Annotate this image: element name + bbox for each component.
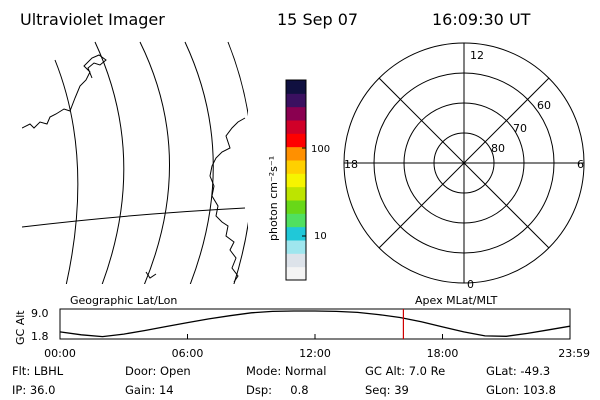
- colorbar-segment: [286, 160, 306, 174]
- colorbar-segment: [286, 186, 306, 201]
- mlt-label-18: 18: [344, 158, 358, 171]
- mlat-label-80: 80: [491, 142, 505, 155]
- polar-panel-caption: Apex MLat/MLT: [415, 294, 498, 307]
- geographic-map: [22, 41, 248, 284]
- header-date: 15 Sep 07: [277, 10, 358, 29]
- timeline-ticks: [59, 334, 571, 339]
- status-ip: IP: 36.0: [12, 383, 55, 397]
- coastline-west: [22, 54, 107, 129]
- colorbar-tick-10: 10: [314, 231, 327, 242]
- map-panel-caption: Geographic Lat/Lon: [70, 294, 177, 307]
- lat-arc-4: [184, 41, 214, 284]
- coastline-mark: [145, 271, 157, 279]
- mlt-label-6: 6: [577, 158, 584, 171]
- colorbar-label: photon cm⁻²s⁻¹: [267, 156, 280, 241]
- timeline-xtick-label: 23:59: [558, 347, 590, 360]
- timeline-xtick-label: 06:00: [172, 347, 204, 360]
- colorbar-segment: [286, 133, 306, 148]
- colorbar-segment: [286, 106, 306, 121]
- colorbar-segment: [286, 266, 306, 281]
- mlat-label-70: 70: [513, 122, 527, 135]
- colorbar-segment: [286, 80, 306, 94]
- status-glon: GLon: 103.8: [486, 383, 556, 397]
- lon-line: [22, 207, 246, 228]
- header-time: 16:09:30 UT: [432, 10, 531, 29]
- colorbar-segment: [286, 253, 306, 268]
- mlt-label-12: 12: [470, 49, 484, 62]
- lat-arc-2: [94, 41, 125, 284]
- timeline-ytick-top: 9.0: [31, 307, 49, 320]
- status-dsp: Dsp: 0.8: [246, 383, 309, 397]
- colorbar-segment: [286, 93, 306, 108]
- colorbar-segment: [286, 173, 306, 188]
- colorbar-segment: [286, 213, 306, 228]
- status-mode: Mode: Normal: [246, 364, 326, 378]
- colorbar-segment: [286, 240, 306, 254]
- status-gc-alt: GC Alt: 7.0 Re: [365, 364, 445, 378]
- colorbar-segment: [286, 120, 306, 134]
- timeline-xtick-label: 00:00: [44, 347, 76, 360]
- colorbar-tick-100: 100: [311, 144, 330, 155]
- polar-plot: [343, 42, 585, 284]
- colorbar-frame: [285, 79, 307, 281]
- colorbar-segment: [286, 146, 306, 161]
- timeline-ylabel: GC Alt: [14, 310, 27, 345]
- colorbar: [285, 79, 307, 281]
- lat-arc-1: [54, 59, 79, 284]
- lat-arc-3: [139, 41, 170, 284]
- status-door: Door: Open: [125, 364, 191, 378]
- mlt-label-0: 0: [467, 278, 474, 291]
- status-filter: Flt: LBHL: [12, 364, 64, 378]
- lat-arc-5: [227, 41, 248, 284]
- timeline-ytick-bottom: 1.8: [31, 330, 49, 343]
- status-seq: Seq: 39: [365, 383, 409, 397]
- altitude-curve: [59, 310, 571, 338]
- colorbar-segment: [286, 200, 306, 214]
- mlat-label-60: 60: [537, 99, 551, 112]
- status-glat: GLat: -49.3: [486, 364, 550, 378]
- polar-diagonal-2: [378, 77, 550, 249]
- coastline-east: [209, 117, 246, 283]
- instrument-title: Ultraviolet Imager: [20, 10, 165, 29]
- timeline-xtick-label: 18:00: [427, 347, 459, 360]
- timeline-xtick-label: 12:00: [299, 347, 331, 360]
- timeline-xlabels: 00:00 06:00 12:00 18:00 23:59: [44, 347, 590, 360]
- colorbar-segment: [286, 226, 306, 241]
- status-gain: Gain: 14: [125, 383, 174, 397]
